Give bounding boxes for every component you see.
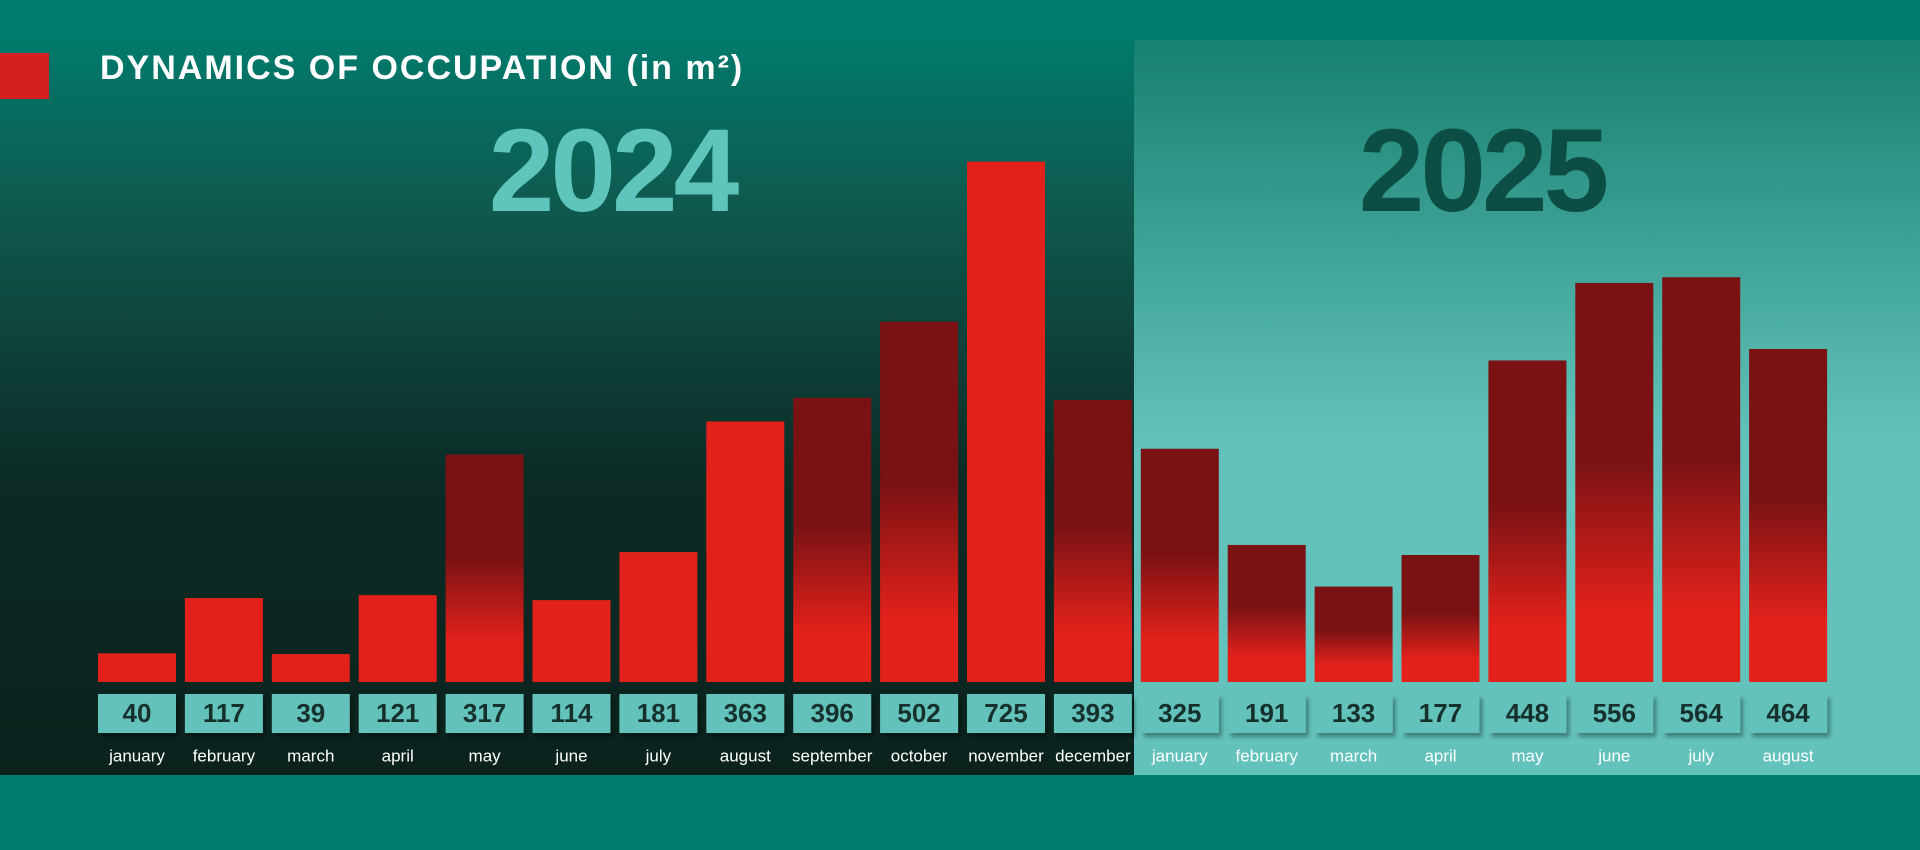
data-label: 40 xyxy=(123,698,152,728)
value-box xyxy=(1314,694,1393,733)
title-marker xyxy=(0,53,49,99)
x-tick-label: august xyxy=(1763,746,1814,765)
year-label: 2024 xyxy=(489,105,739,237)
value-box xyxy=(1662,694,1741,733)
bar xyxy=(1401,554,1480,682)
value-box xyxy=(358,694,437,733)
bar xyxy=(706,421,785,682)
bar xyxy=(1140,448,1219,682)
x-tick-label: march xyxy=(287,746,334,765)
data-label: 725 xyxy=(984,698,1027,728)
x-tick-label: april xyxy=(382,746,414,765)
bar xyxy=(1575,282,1654,682)
data-label: 181 xyxy=(637,698,680,728)
top-band xyxy=(0,0,1920,40)
value-box xyxy=(271,694,350,733)
bar xyxy=(1662,277,1741,682)
data-label: 564 xyxy=(1680,698,1724,728)
bar xyxy=(1488,360,1567,682)
value-box xyxy=(1227,694,1306,733)
data-label: 464 xyxy=(1766,698,1810,728)
value-box xyxy=(445,694,524,733)
value-box xyxy=(967,694,1045,733)
bar xyxy=(358,595,437,682)
x-tick-label: september xyxy=(792,746,873,765)
value-box xyxy=(619,694,698,733)
data-label: 177 xyxy=(1419,698,1462,728)
x-tick-label: march xyxy=(1330,746,1377,765)
chart-title: DYNAMICS OF OCCUPATION (in m²) xyxy=(100,49,744,87)
x-tick-label: february xyxy=(1236,746,1299,765)
x-tick-label: august xyxy=(720,746,771,765)
value-box xyxy=(184,694,263,733)
bar xyxy=(184,598,263,682)
year-label: 2025 xyxy=(1359,105,1607,237)
value-box xyxy=(1749,694,1828,733)
data-label: 133 xyxy=(1332,698,1375,728)
data-label: 396 xyxy=(811,698,854,728)
x-tick-label: february xyxy=(193,746,256,765)
x-tick-label: october xyxy=(891,746,948,765)
bar xyxy=(1749,348,1828,682)
value-box xyxy=(1575,694,1654,733)
data-label: 325 xyxy=(1158,698,1201,728)
x-tick-label: june xyxy=(1597,746,1630,765)
value-box xyxy=(793,694,872,733)
value-box xyxy=(532,694,611,733)
x-tick-label: november xyxy=(968,746,1044,765)
bar xyxy=(532,600,611,682)
value-box xyxy=(1140,694,1219,733)
value-box xyxy=(1488,694,1567,733)
bar xyxy=(1314,586,1393,682)
bar xyxy=(880,321,959,682)
bar xyxy=(619,552,698,682)
data-label: 317 xyxy=(463,698,506,728)
x-tick-label: january xyxy=(108,746,165,765)
x-tick-label: may xyxy=(469,746,502,765)
data-label: 191 xyxy=(1245,698,1288,728)
value-box xyxy=(1053,694,1132,733)
value-box xyxy=(98,694,176,733)
x-tick-label: january xyxy=(1151,746,1208,765)
bar xyxy=(1227,544,1306,682)
value-box xyxy=(1401,694,1480,733)
bar xyxy=(445,454,524,682)
data-label: 448 xyxy=(1506,698,1549,728)
data-label: 117 xyxy=(203,698,245,728)
bar xyxy=(98,653,176,682)
data-label: 39 xyxy=(296,698,325,728)
x-tick-label: july xyxy=(1687,746,1714,765)
x-tick-label: july xyxy=(645,746,672,765)
x-tick-label: april xyxy=(1424,746,1456,765)
data-label: 363 xyxy=(724,698,767,728)
data-label: 114 xyxy=(551,698,593,728)
bar xyxy=(967,161,1045,683)
data-label: 393 xyxy=(1071,698,1114,728)
bar xyxy=(271,654,350,682)
bar xyxy=(1053,399,1132,682)
data-label: 502 xyxy=(897,698,940,728)
data-label: 121 xyxy=(376,698,419,728)
x-tick-label: december xyxy=(1055,746,1131,765)
value-box xyxy=(706,694,785,733)
value-box xyxy=(880,694,959,733)
bar xyxy=(793,397,872,682)
x-tick-label: june xyxy=(554,746,587,765)
data-label: 556 xyxy=(1593,698,1636,728)
x-tick-label: may xyxy=(1511,746,1544,765)
